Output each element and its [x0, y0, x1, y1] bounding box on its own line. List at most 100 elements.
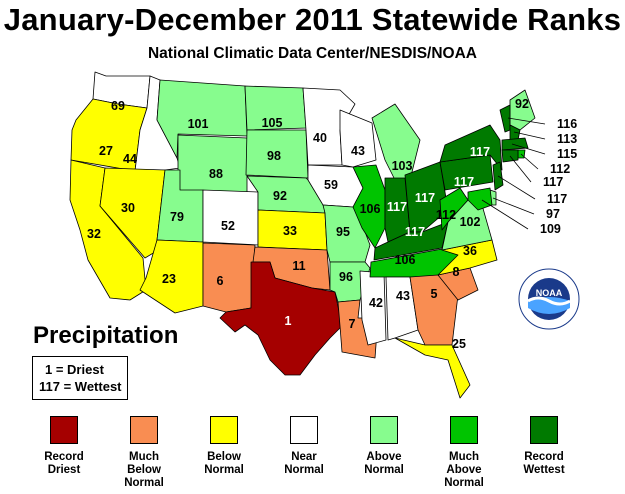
legend-label: Record Driest — [24, 451, 104, 477]
rank-label-va: 102 — [460, 215, 481, 229]
legend-label-line: Normal — [364, 464, 404, 476]
state-leader-lines — [481, 117, 546, 230]
legend-swatch — [290, 416, 318, 444]
legend-swatch — [210, 416, 238, 444]
legend-swatch — [50, 416, 78, 444]
rank-label-mt: 101 — [188, 117, 209, 131]
legend-swatch — [450, 416, 478, 444]
rank-label-wv: 112 — [436, 208, 456, 222]
noaa-logo-text: NOAA — [536, 288, 563, 298]
rank-label-ca: 32 — [87, 227, 101, 241]
legend-item-much-below: Much Below Normal — [104, 416, 184, 490]
state-co — [202, 189, 259, 246]
rank-label-ny: 117 — [470, 145, 490, 159]
rank-label-tn: 106 — [395, 253, 416, 267]
legend-label: Much Below Normal — [104, 451, 184, 490]
state-shapes — [69, 71, 536, 399]
legend-label: Above Normal — [344, 451, 424, 477]
legend-label-line: Below — [127, 464, 161, 476]
rank-label-mi: 103 — [392, 159, 413, 173]
rank-label-ga: 5 — [431, 287, 438, 301]
legend-label-line: Above — [446, 464, 482, 476]
rank-label-nh: 113 — [557, 132, 577, 146]
rank-label-ok: 11 — [292, 259, 305, 273]
state-wi — [339, 109, 377, 168]
rank-label-pa: 117 — [454, 175, 474, 189]
legend-label-line: Below — [207, 451, 241, 463]
leader-line-ri — [520, 153, 539, 170]
legend-label: Much Above Normal — [424, 451, 504, 490]
rank-label-ne: 92 — [273, 189, 287, 203]
leader-line-de — [492, 197, 535, 215]
legend-label-line: Driest — [47, 464, 81, 476]
leader-line-md — [481, 199, 529, 230]
rank-label-sd: 98 — [267, 149, 281, 163]
rank-label-ri: 112 — [550, 162, 570, 176]
map-title: January-December 2011 Statewide Ranks — [3, 2, 622, 37]
rank-key-driest: 1 = Driest — [45, 362, 104, 377]
legend: Record Driest Much Below Normal Below Normal Ne… — [0, 416, 625, 494]
rank-label-de: 97 — [546, 207, 560, 221]
rank-label-ks: 33 — [283, 224, 297, 238]
legend-swatch — [530, 416, 558, 444]
map-subtitle: National Climatic Data Center/NESDIS/NOA… — [147, 45, 477, 62]
legend-item-record-driest: Record Driest — [24, 416, 104, 477]
rank-label-me: 92 — [515, 97, 529, 111]
rank-label-md: 109 — [540, 222, 561, 236]
rank-label-ia: 59 — [324, 178, 338, 192]
state-nm — [202, 242, 256, 313]
state-vt — [499, 104, 511, 133]
rank-label-nm: 6 — [217, 274, 224, 288]
rank-label-ar: 96 — [339, 270, 353, 284]
rank-label-mo: 95 — [336, 225, 350, 239]
legend-item-below: Below Normal — [184, 416, 264, 477]
legend-label-line: Normal — [204, 464, 244, 476]
rank-label-vt: 116 — [557, 117, 577, 131]
rank-label-in: 117 — [387, 200, 407, 214]
rank-label-sc: 8 — [453, 265, 460, 279]
legend-heading: Precipitation — [33, 322, 179, 349]
leader-line-nj — [497, 175, 536, 200]
state-ny — [439, 124, 503, 171]
leader-line-ct — [509, 155, 532, 183]
legend-swatch — [370, 416, 398, 444]
legend-label-line: Much — [448, 451, 480, 463]
rank-label-ut: 79 — [170, 210, 184, 224]
legend-label-line: Normal — [444, 477, 484, 489]
rank-label-co: 52 — [221, 219, 235, 233]
state-wv — [439, 187, 469, 231]
rank-label-az: 23 — [162, 272, 176, 286]
state-ma — [501, 137, 529, 151]
legend-label: Below Normal — [184, 451, 264, 477]
legend-label: Record Wettest — [504, 451, 584, 477]
legend-item-much-above: Much Above Normal — [424, 416, 504, 490]
rank-key: 1 = Driest 117 = Wettest — [32, 356, 128, 400]
legend-label-line: Record — [44, 451, 84, 463]
state-ky — [373, 221, 449, 261]
rank-label-nd: 105 — [262, 116, 283, 130]
rank-label-ma: 115 — [557, 147, 577, 161]
legend-label-line: Near — [291, 451, 317, 463]
state-al — [385, 276, 419, 341]
legend-label-line: Normal — [124, 477, 164, 489]
rank-label-la: 7 — [349, 317, 356, 331]
state-tx — [219, 261, 343, 376]
legend-item-near: Near Normal — [264, 416, 344, 477]
rank-label-wi: 43 — [351, 144, 365, 158]
state-fl — [394, 337, 471, 399]
rank-label-nc: 36 — [463, 244, 477, 258]
leader-line-vt — [507, 117, 546, 125]
rank-label-ms: 42 — [369, 296, 383, 310]
rank-label-ky: 117 — [405, 225, 425, 239]
leader-line-nh — [513, 131, 546, 140]
legend-label-line: Wettest — [523, 464, 565, 476]
state-md — [467, 187, 493, 211]
noaa-seal-icon: NOAA — [518, 268, 580, 330]
rank-label-or: 27 — [99, 144, 113, 158]
legend-label: Near Normal — [264, 451, 344, 477]
rank-label-fl: 25 — [452, 337, 466, 351]
state-rank-labels: 6927324430101887923526105989233111405995… — [87, 97, 577, 351]
legend-label-line: Normal — [284, 464, 324, 476]
leader-line-ma — [511, 143, 546, 155]
